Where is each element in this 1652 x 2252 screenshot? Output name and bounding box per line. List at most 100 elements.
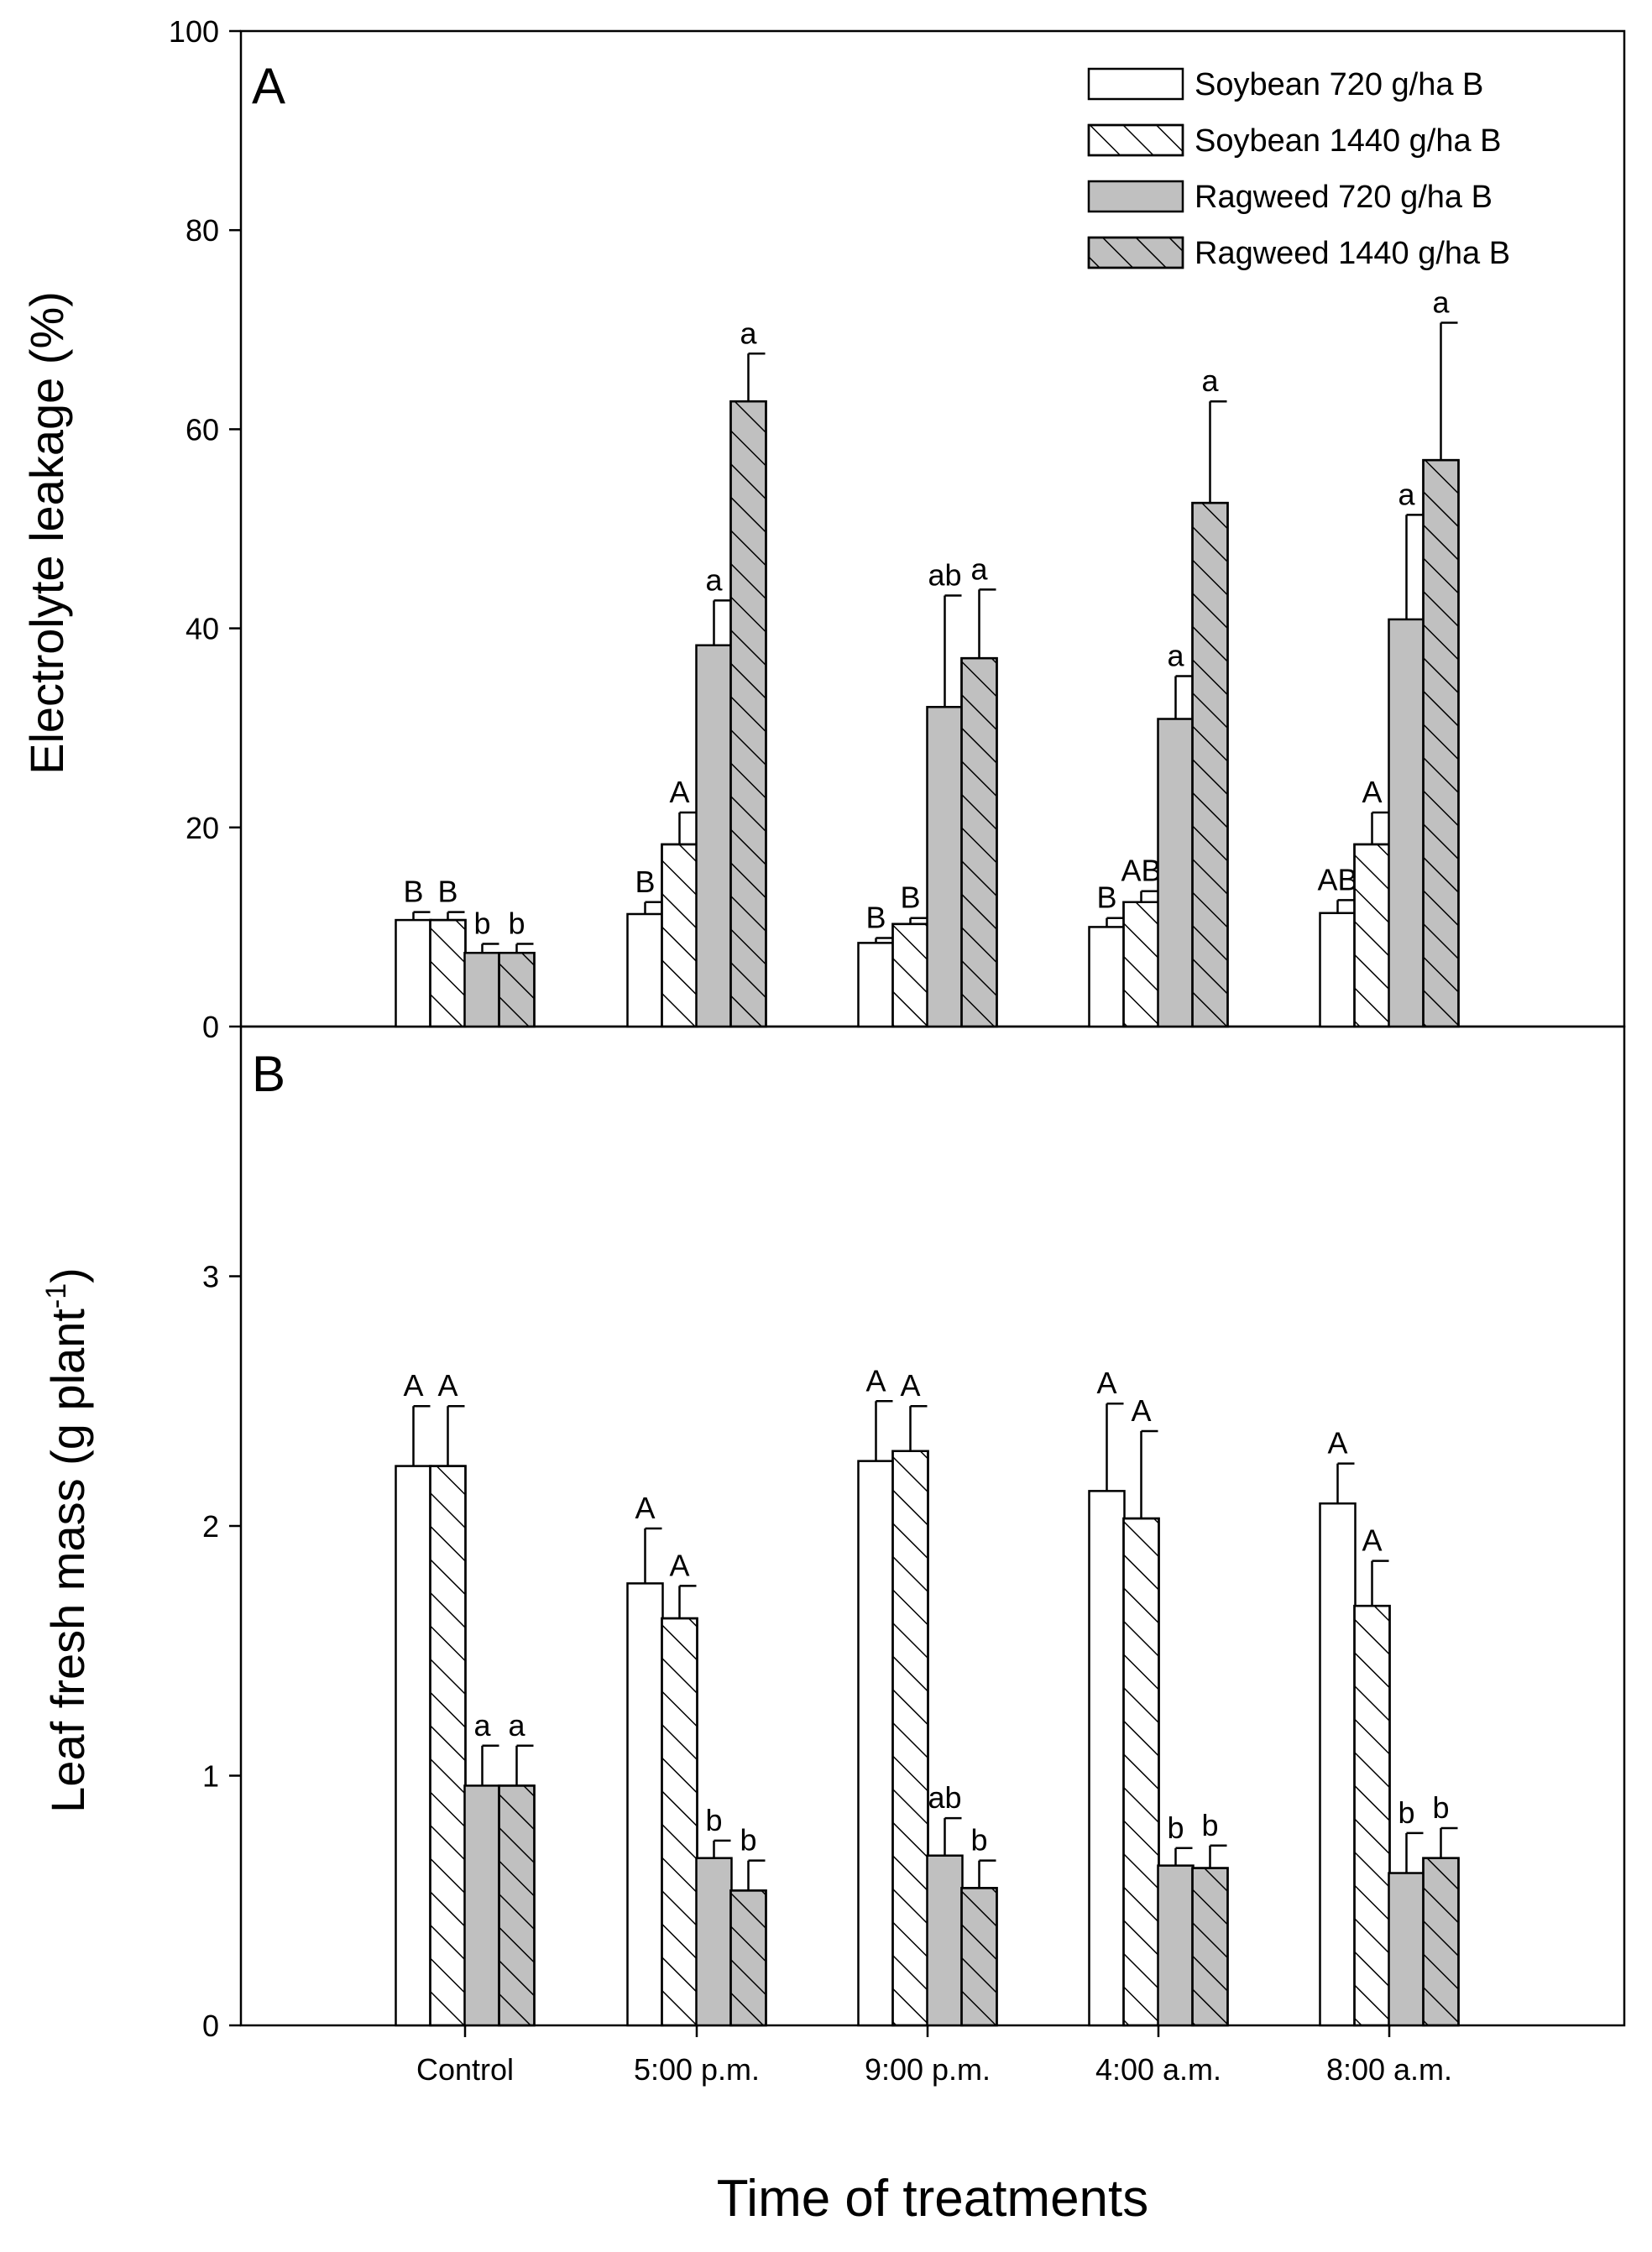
bar <box>626 912 664 1028</box>
bar <box>463 1784 501 2027</box>
significance-label: B <box>403 875 423 909</box>
y-tick-label: 40 <box>186 612 219 646</box>
bar-hatch <box>1191 501 1229 1028</box>
significance-label: a <box>1167 639 1184 673</box>
bar <box>1388 618 1425 1028</box>
bar-hatch <box>498 951 536 1028</box>
significance-label: A <box>403 1368 423 1403</box>
bar <box>395 918 432 1028</box>
legend: Soybean 720 g/ha B Soybean 1440 g/ha B R… <box>1087 67 1510 271</box>
panel-a-y-axis-label: Electrolyte leakage (%) <box>20 291 73 775</box>
bar-hatch <box>960 1887 998 2027</box>
bar-hatch <box>1122 901 1160 1028</box>
significance-label: A <box>1096 1366 1116 1400</box>
bar <box>1088 926 1126 1028</box>
bar-hatch <box>960 656 998 1028</box>
significance-label: A <box>669 1548 689 1582</box>
y-tick-label: 0 <box>202 1010 219 1044</box>
significance-label: A <box>635 1491 655 1525</box>
legend-label-ragweed-720: Ragweed 720 g/ha B <box>1195 180 1493 215</box>
significance-label: B <box>437 875 457 909</box>
bar-hatch <box>498 1784 536 2027</box>
significance-label: B <box>1096 880 1116 915</box>
significance-label: AB <box>1121 854 1161 888</box>
panel-a-y-axis: 0 20 40 60 80 100 <box>169 14 241 1044</box>
category-label: 8:00 a.m. <box>1326 2052 1452 2087</box>
significance-label: ab <box>928 557 961 592</box>
significance-label: b <box>1201 1808 1218 1842</box>
significance-label: A <box>1327 1426 1347 1460</box>
significance-label: a <box>1398 477 1415 511</box>
x-axis-label: Time of treatments <box>717 2170 1149 2228</box>
bar <box>926 706 964 1028</box>
bar-hatch <box>1122 1517 1160 2027</box>
panel-a-letter: A <box>252 58 285 114</box>
significance-label: b <box>970 1823 987 1858</box>
legend-swatch-ragweed-720 <box>1087 180 1184 213</box>
ylabel-superscript: -1 <box>40 1283 72 1309</box>
significance-label: a <box>473 1708 491 1743</box>
panel-b-letter: B <box>252 1046 285 1102</box>
category-label: 9:00 p.m. <box>865 2052 991 2087</box>
bar <box>695 1857 733 2027</box>
y-tick-label: 3 <box>202 1260 219 1294</box>
category-label: Control <box>416 2052 514 2087</box>
significance-label: a <box>705 562 723 597</box>
bar <box>1388 1872 1425 2027</box>
panel-b-y-axis: 0 1 2 3 <box>202 1260 241 2043</box>
y-tick-label: 2 <box>202 1509 219 1544</box>
significance-label: A <box>900 1368 920 1403</box>
significance-label: b <box>705 1803 722 1837</box>
bar-hatch <box>661 1617 698 2027</box>
bar <box>857 942 895 1028</box>
bar <box>1319 912 1357 1028</box>
significance-label: b <box>1432 1790 1449 1825</box>
y-tick-label: 20 <box>186 811 219 845</box>
bar-hatch <box>1191 1867 1229 2027</box>
significance-label: B <box>900 880 920 915</box>
bar <box>1088 1490 1126 2027</box>
significance-label: b <box>1167 1810 1184 1845</box>
y-tick-label: 80 <box>186 213 219 248</box>
bar <box>1319 1502 1357 2027</box>
y-tick-label: 60 <box>186 412 219 447</box>
legend-swatch-soybean-720 <box>1087 67 1184 101</box>
bar <box>1157 718 1195 1028</box>
bar <box>926 1854 964 2027</box>
significance-label: A <box>1131 1393 1151 1428</box>
y-tick-label: 0 <box>202 2009 219 2043</box>
bar <box>1157 1864 1195 2027</box>
legend-label-ragweed-1440: Ragweed 1440 g/ha B <box>1195 236 1510 271</box>
category-label: 4:00 a.m. <box>1095 2052 1221 2087</box>
bar <box>463 951 501 1028</box>
y-tick-label: 100 <box>169 14 219 49</box>
legend-label-soybean-1440: Soybean 1440 g/ha B <box>1195 123 1502 159</box>
bar <box>695 644 733 1028</box>
significance-label: A <box>1362 775 1382 809</box>
legend-swatch-soybean-1440-hatch <box>1087 123 1184 157</box>
significance-label: B <box>635 865 655 899</box>
bar-hatch <box>729 1889 767 2027</box>
bar-hatch <box>1353 843 1391 1028</box>
category-axis: Control 5:00 p.m. 9:00 p.m. 4:00 a.m. 8:00 a… <box>416 2025 1452 2087</box>
bar-hatch <box>429 1465 467 2027</box>
significance-label: a <box>970 551 988 586</box>
legend-swatch-ragweed-1440-hatch <box>1087 236 1184 269</box>
panel-b-y-axis-label: Leaf fresh mass (g plant-1) <box>40 1267 94 1813</box>
significance-label: b <box>508 907 525 941</box>
significance-label: b <box>1398 1795 1414 1830</box>
significance-label: a <box>1432 285 1450 319</box>
significance-label: A <box>437 1368 457 1403</box>
significance-label: b <box>473 907 490 941</box>
bar-hatch <box>1422 458 1460 1028</box>
significance-label: a <box>740 316 757 350</box>
bar-hatch <box>1422 1857 1460 2027</box>
significance-label: AB <box>1317 862 1357 896</box>
significance-label: a <box>1201 363 1219 398</box>
category-label: 5:00 p.m. <box>634 2052 760 2087</box>
bar <box>626 1582 664 2027</box>
bar-hatch <box>661 843 698 1028</box>
